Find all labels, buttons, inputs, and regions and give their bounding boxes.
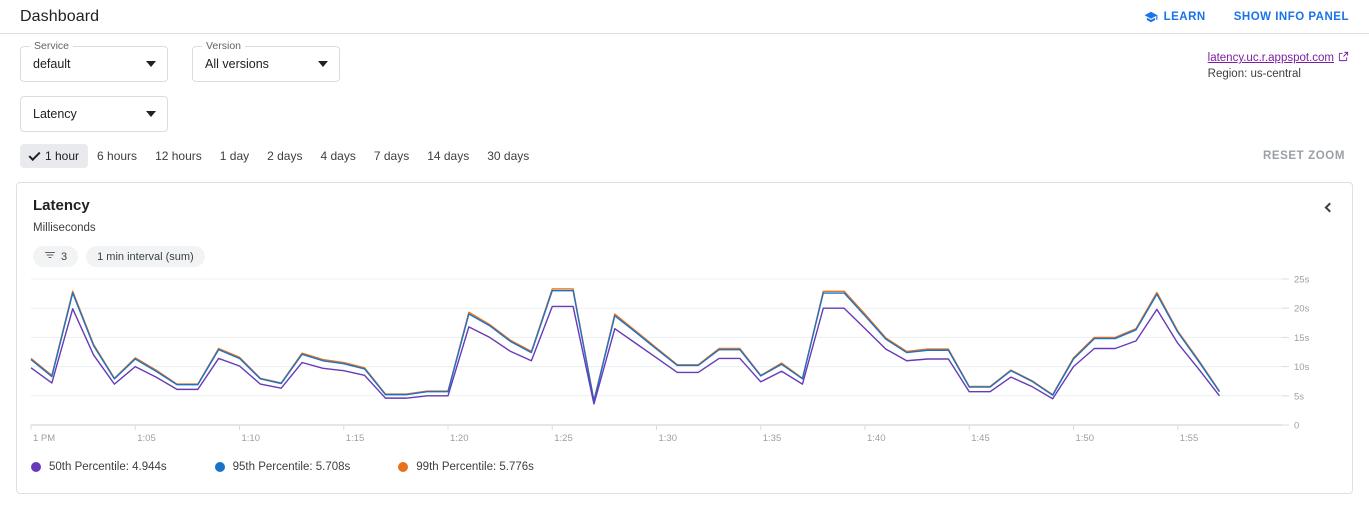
y-axis-label: 10s xyxy=(1294,362,1310,373)
series-line xyxy=(30,288,1221,402)
time-range-label: 2 days xyxy=(267,149,303,163)
endpoint-url-link[interactable]: latency.uc.r.appspot.com xyxy=(1208,51,1349,65)
check-icon xyxy=(28,148,41,161)
chart-chips: 3 1 min interval (sum) xyxy=(33,246,1336,267)
learn-button[interactable]: LEARN xyxy=(1144,10,1206,24)
x-axis-label: 1:25 xyxy=(554,433,573,444)
y-axis-label: 20s xyxy=(1294,304,1310,315)
chevron-down-icon xyxy=(146,111,156,117)
legend-label: 99th Percentile: 5.776s xyxy=(416,461,534,473)
chart-title: Latency xyxy=(33,197,90,214)
latency-line-chart[interactable]: 0 5s 10s 15s 20s 25s 1 PM 1:05 1:10 1:15 1:20 1:25 1… xyxy=(17,273,1352,453)
time-range-label: 4 days xyxy=(320,149,356,163)
y-axis-label: 0 xyxy=(1294,421,1299,432)
x-axis-label: 1:55 xyxy=(1180,433,1199,444)
time-range-4-days[interactable]: 4 days xyxy=(311,144,364,168)
top-bar-actions: LEARN SHOW INFO PANEL xyxy=(1144,10,1349,24)
x-axis-label: 1:05 xyxy=(137,433,156,444)
x-axis-label: 1:40 xyxy=(867,433,886,444)
x-axis-label: 1:45 xyxy=(971,433,990,444)
interval-chip[interactable]: 1 min interval (sum) xyxy=(86,246,205,267)
top-bar: Dashboard LEARN SHOW INFO PANEL xyxy=(0,0,1369,34)
time-range-label: 14 days xyxy=(427,149,470,163)
endpoint-region: Region: us-central xyxy=(1207,68,1301,80)
legend-item-p95[interactable]: 95th Percentile: 5.708s xyxy=(214,461,351,473)
time-range-30-days[interactable]: 30 days xyxy=(478,144,538,168)
chevron-left-icon xyxy=(1324,202,1335,212)
time-range-tabs: 1 hour 6 hours 12 hours 1 day 2 days 4 d… xyxy=(0,132,1369,168)
time-range-2-days[interactable]: 2 days xyxy=(258,144,311,168)
chart-plot-area[interactable]: 0 5s 10s 15s 20s 25s 1 PM 1:05 1:10 1:15 1:20 1:25 1… xyxy=(17,273,1352,453)
version-select[interactable]: Version All versions xyxy=(192,40,340,82)
learn-label: LEARN xyxy=(1163,10,1206,23)
time-range-label: 7 days xyxy=(373,149,410,163)
time-range-12-hours[interactable]: 12 hours xyxy=(146,144,211,168)
x-axis-label: 1:30 xyxy=(659,433,678,444)
legend-item-p50[interactable]: 50th Percentile: 4.944s xyxy=(31,461,167,473)
reset-zoom-button[interactable]: RESET ZOOM xyxy=(1262,150,1345,162)
time-range-7-days[interactable]: 7 days xyxy=(365,144,418,168)
x-axis-label: 1:35 xyxy=(763,433,782,444)
time-range-label: 6 hours xyxy=(97,149,138,163)
filter-chip-label: 3 xyxy=(61,250,68,263)
collapse-chart-button[interactable] xyxy=(1316,195,1340,219)
endpoint-url-text: latency.uc.r.appspot.com xyxy=(1207,52,1334,64)
chevron-down-icon xyxy=(146,61,156,67)
interval-chip-label: 1 min interval (sum) xyxy=(97,250,194,263)
time-range-1-hour[interactable]: 1 hour xyxy=(20,144,89,168)
chart-subtitle: Milliseconds xyxy=(33,222,96,234)
metric-select-value: Latency xyxy=(33,107,77,121)
metric-row: Latency xyxy=(0,82,1369,132)
show-info-panel-label: SHOW INFO PANEL xyxy=(1233,10,1349,23)
x-axis-label: 1 PM xyxy=(33,433,55,444)
service-select-value: default xyxy=(33,57,71,71)
show-info-panel-button[interactable]: SHOW INFO PANEL xyxy=(1234,11,1349,23)
legend-label: 50th Percentile: 4.944s xyxy=(49,461,167,473)
legend-item-p99[interactable]: 99th Percentile: 5.776s xyxy=(398,461,534,473)
chart-header: Latency Milliseconds 3 1 min interval (s… xyxy=(17,183,1352,267)
external-link-icon xyxy=(1338,51,1349,65)
page-title: Dashboard xyxy=(20,7,100,25)
time-range-14-days[interactable]: 14 days xyxy=(418,144,478,168)
filter-icon xyxy=(44,249,56,264)
time-range-label: 30 days xyxy=(487,149,530,163)
x-axis-label: 1:20 xyxy=(450,433,469,444)
latency-chart-card: Latency Milliseconds 3 1 min interval (s… xyxy=(16,182,1353,494)
time-range-6-hours[interactable]: 6 hours xyxy=(88,144,146,168)
legend-color-dot xyxy=(214,462,225,472)
chart-legend: 50th Percentile: 4.944s 95th Percentile:… xyxy=(17,453,1352,473)
x-axis-label: 1:15 xyxy=(346,433,365,444)
time-range-1-day[interactable]: 1 day xyxy=(211,144,258,168)
x-axis-label: 1:50 xyxy=(1076,433,1095,444)
time-range-label: 1 hour xyxy=(45,149,80,163)
version-select-label: Version xyxy=(202,40,246,52)
x-axis-label: 1:10 xyxy=(242,433,261,444)
time-range-label: 1 day xyxy=(219,149,250,163)
y-axis-label: 25s xyxy=(1294,275,1310,286)
legend-color-dot xyxy=(31,462,41,472)
time-range-label: 12 hours xyxy=(155,149,202,163)
legend-color-dot xyxy=(398,462,409,472)
chevron-down-icon xyxy=(318,61,328,67)
metric-select[interactable]: Latency xyxy=(20,96,168,132)
endpoint-info: latency.uc.r.appspot.com Region: us-cent… xyxy=(1208,46,1349,80)
series-line xyxy=(30,305,1221,405)
y-axis-label: 5s xyxy=(1294,391,1304,402)
y-axis-label: 15s xyxy=(1294,333,1310,344)
series-line xyxy=(30,289,1221,402)
graduation-cap-icon xyxy=(1144,10,1158,24)
version-select-value: All versions xyxy=(205,57,269,71)
legend-label: 95th Percentile: 5.708s xyxy=(232,461,351,473)
filters-row: Service default Version All versions lat… xyxy=(0,34,1369,82)
service-select[interactable]: Service default xyxy=(20,40,168,82)
service-select-label: Service xyxy=(30,40,74,52)
filter-chip[interactable]: 3 xyxy=(33,246,79,267)
